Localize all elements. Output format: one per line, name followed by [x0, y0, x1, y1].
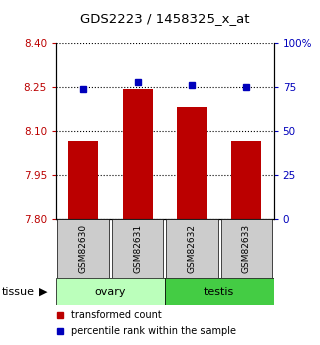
Text: GDS2223 / 1458325_x_at: GDS2223 / 1458325_x_at — [80, 12, 250, 26]
Text: tissue: tissue — [2, 287, 35, 296]
Text: percentile rank within the sample: percentile rank within the sample — [71, 326, 236, 336]
Text: transformed count: transformed count — [71, 310, 162, 321]
Bar — [177, 107, 207, 219]
Text: GSM82630: GSM82630 — [79, 224, 88, 273]
Text: testis: testis — [204, 287, 234, 296]
Bar — [123, 89, 153, 219]
Text: ovary: ovary — [95, 287, 126, 296]
Bar — [165, 278, 274, 305]
Bar — [231, 141, 261, 219]
Bar — [220, 219, 272, 278]
Bar — [57, 219, 109, 278]
Bar — [68, 141, 98, 219]
Bar — [112, 219, 164, 278]
Text: GSM82632: GSM82632 — [188, 224, 196, 273]
Text: GSM82631: GSM82631 — [133, 224, 142, 273]
Bar — [166, 219, 218, 278]
Text: ▶: ▶ — [39, 287, 47, 296]
Bar — [56, 278, 165, 305]
Text: GSM82633: GSM82633 — [242, 224, 251, 273]
